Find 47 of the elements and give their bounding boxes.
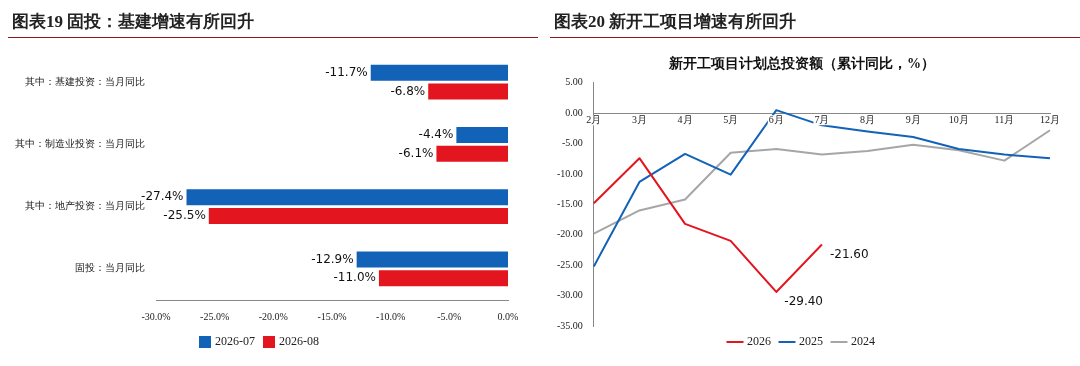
legend-label: 2026	[747, 334, 771, 349]
data-label: -12.9%	[311, 251, 354, 266]
x-tick-label: 2月	[586, 113, 602, 125]
chart-title: 图表19 固投：基建增速有所回升	[8, 8, 538, 38]
data-label: -4.4%	[418, 127, 454, 142]
data-label: -6.8%	[390, 83, 426, 98]
x-tick-label: 6月	[768, 113, 784, 125]
data-label: -25.5%	[163, 208, 206, 223]
legend-label: 2025	[799, 334, 823, 349]
data-label: -29.40	[784, 294, 823, 309]
legend-label: 2026-08	[279, 334, 319, 349]
legend-label: 2026-07	[215, 334, 255, 349]
x-tick-label: 3月	[631, 113, 647, 125]
x-tick-label: 7月	[814, 113, 830, 125]
x-tick-label: -15.0%	[317, 310, 347, 322]
x-tick-label: 5月	[723, 113, 739, 125]
y-tick-label: -10.00	[556, 167, 583, 179]
x-tick-label: 0.0%	[497, 310, 519, 322]
x-tick-label: 4月	[677, 113, 693, 125]
y-tick-label: -5.00	[561, 137, 583, 149]
y-tick-label: 固投：当月同比	[75, 262, 145, 274]
x-tick-label: 10月	[948, 113, 969, 125]
chart-title: 图表20 新开工项目增速有所回升	[550, 8, 1080, 38]
data-label: -21.60	[829, 246, 869, 261]
x-tick-label: -10.0%	[376, 310, 406, 322]
data-label: -11.0%	[333, 270, 376, 285]
y-tick-label: 5.00	[565, 76, 583, 88]
y-tick-label: -25.00	[556, 258, 583, 270]
legend-label: 2024	[851, 334, 875, 349]
y-tick-label: 0.00	[565, 106, 583, 118]
x-tick-label: 8月	[860, 113, 876, 125]
y-tick-label: -15.00	[556, 198, 583, 210]
chart-subtitle: 新开工项目计划总投资额（累计同比，%）	[668, 55, 935, 72]
x-tick-label: -20.0%	[258, 310, 288, 322]
y-tick-label: -30.00	[556, 289, 583, 301]
x-tick-label: -30.0%	[141, 310, 171, 322]
data-label: -11.7%	[325, 64, 368, 79]
x-tick-label: 12月	[1040, 113, 1060, 125]
y-tick-label: 其中：制造业投资：当月同比	[15, 137, 145, 149]
x-tick-label: 9月	[905, 113, 921, 125]
x-tick-label: -5.0%	[437, 310, 462, 322]
y-tick-label: -35.00	[556, 319, 583, 331]
data-label: -6.1%	[398, 145, 434, 160]
x-tick-label: -25.0%	[200, 310, 230, 322]
y-tick-label: -20.00	[556, 228, 583, 240]
y-tick-label: 其中：基建投资：当月同比	[25, 75, 145, 87]
x-tick-label: 11月	[994, 113, 1015, 125]
